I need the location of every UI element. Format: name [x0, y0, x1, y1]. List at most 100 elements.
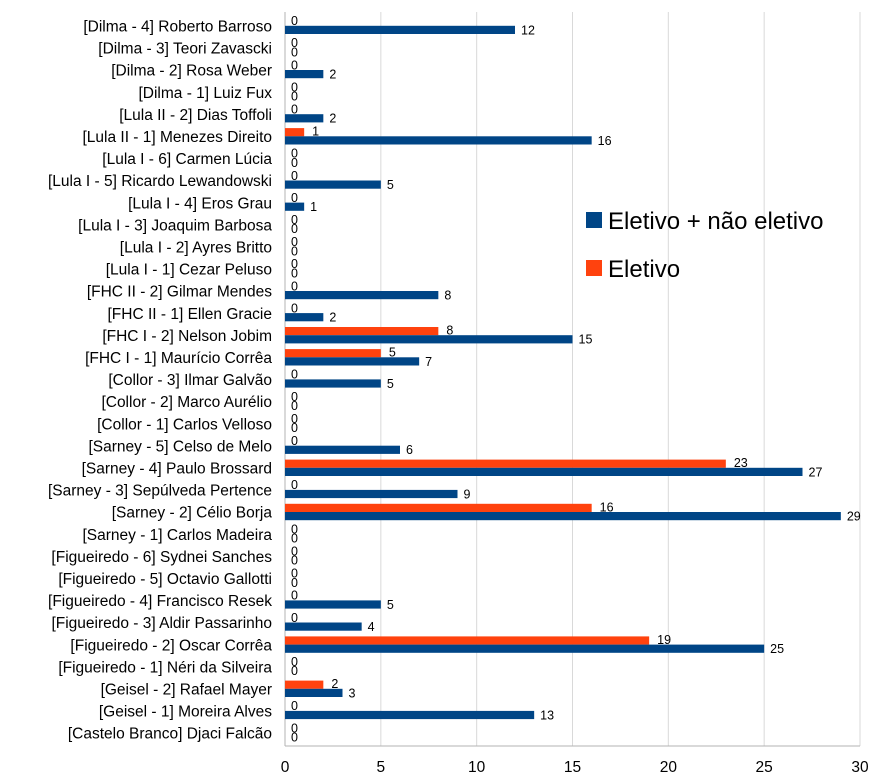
category-label: [Lula I - 3] Joaquim Barbosa — [78, 217, 272, 234]
bar-total — [285, 313, 324, 322]
data-label-total: 0 — [291, 156, 298, 170]
data-label-eletivo: 0 — [291, 589, 298, 603]
data-label-total: 0 — [291, 554, 298, 568]
category-label: [Figueiredo - 4] Francisco Resek — [48, 593, 272, 610]
category-label: [Dilma - 1] Luiz Fux — [138, 85, 272, 102]
legend-label: Eletivo — [608, 256, 680, 283]
bar-eletivo — [285, 636, 650, 645]
x-tick-label: 10 — [468, 759, 486, 775]
bar-total — [285, 202, 305, 211]
bar-total — [285, 512, 841, 521]
x-tick-label: 20 — [660, 759, 678, 775]
data-label-total: 2 — [329, 311, 336, 325]
data-label-eletivo: 0 — [291, 655, 298, 669]
data-label-eletivo: 0 — [291, 301, 298, 315]
data-label-total: 0 — [291, 222, 298, 236]
data-label-total: 0 — [291, 532, 298, 546]
category-label: [Lula II - 1] Menezes Direito — [82, 129, 272, 146]
category-label: [Collor - 2] Marco Aurélio — [101, 394, 272, 411]
category-label: [Sarney - 2] Célio Borja — [112, 505, 273, 522]
category-label: [FHC I - 2] Nelson Jobim — [102, 328, 272, 345]
category-label: [Figueiredo - 6] Sydnei Sanches — [51, 549, 272, 566]
data-label-total: 8 — [444, 289, 451, 303]
data-label-eletivo: 0 — [291, 478, 298, 492]
data-label-eletivo: 0 — [291, 721, 298, 735]
data-label-eletivo: 0 — [291, 58, 298, 72]
data-label-total: 9 — [464, 487, 471, 501]
data-label-eletivo: 16 — [600, 500, 614, 514]
data-label-eletivo: 0 — [291, 368, 298, 382]
data-label-total: 0 — [291, 244, 298, 258]
category-label: [Figueiredo - 3] Aldir Passarinho — [51, 615, 272, 632]
category-label: [Sarney - 3] Sepúlveda Pertence — [48, 483, 272, 500]
category-label: [Dilma - 3] Teori Zavascki — [98, 41, 272, 58]
data-label-eletivo: 0 — [291, 699, 298, 713]
category-label: [Figueiredo - 1] Néri da Silveira — [58, 659, 272, 676]
data-label-total: 5 — [387, 598, 394, 612]
data-labels: 0120002000211600050100000008028155705000… — [291, 14, 861, 744]
bar-eletivo — [285, 680, 324, 689]
data-label-total: 13 — [540, 708, 554, 722]
category-label: [Castelo Branco] Djaci Falcão — [68, 726, 272, 743]
data-label-eletivo: 0 — [291, 279, 298, 293]
category-label: [Collor - 3] Ilmar Galvão — [108, 372, 272, 389]
data-label-eletivo: 0 — [291, 213, 298, 227]
data-label-total: 25 — [770, 642, 784, 656]
legend-label: Eletivo + não eletivo — [608, 208, 823, 235]
category-label: [Lula I - 5] Ricardo Lewandowski — [48, 173, 272, 190]
data-label-total: 2 — [329, 68, 336, 82]
category-label: [Lula II - 2] Dias Toffoli — [119, 107, 272, 124]
data-label-eletivo: 5 — [389, 346, 396, 360]
data-label-total: 5 — [387, 377, 394, 391]
data-label-eletivo: 19 — [657, 633, 671, 647]
data-label-eletivo: 0 — [291, 103, 298, 117]
data-label-total: 2 — [329, 112, 336, 126]
category-label: [Lula I - 4] Eros Grau — [128, 195, 272, 212]
data-label-eletivo: 23 — [734, 456, 748, 470]
category-label: [Dilma - 2] Rosa Weber — [111, 63, 272, 80]
category-label: [Dilma - 4] Roberto Barroso — [83, 19, 272, 36]
category-label: [Sarney - 4] Paulo Brossard — [82, 461, 272, 478]
data-label-total: 5 — [387, 178, 394, 192]
data-label-total: 7 — [425, 355, 432, 369]
data-label-total: 0 — [291, 421, 298, 435]
data-label-eletivo: 8 — [446, 324, 453, 338]
data-label-eletivo: 0 — [291, 412, 298, 426]
data-label-total: 27 — [809, 465, 823, 479]
bar-eletivo — [285, 327, 439, 336]
data-label-eletivo: 2 — [331, 677, 338, 691]
data-label-total: 12 — [521, 23, 535, 37]
data-label-total: 4 — [368, 620, 375, 634]
grid-lines — [284, 12, 861, 747]
bar-total — [285, 688, 343, 697]
category-label: [FHC II - 1] Ellen Gracie — [107, 306, 272, 323]
bar-total — [285, 180, 381, 189]
category-label: [Figueiredo - 2] Oscar Corrêa — [70, 637, 272, 654]
category-label: [Lula I - 2] Ayres Britto — [120, 240, 272, 257]
category-label: [Geisel - 1] Moreira Alves — [99, 704, 272, 721]
data-label-total: 0 — [291, 731, 298, 745]
bar-total — [285, 644, 765, 653]
data-label-eletivo: 0 — [291, 191, 298, 205]
category-label: [Lula I - 1] Cezar Peluso — [106, 262, 272, 279]
x-tick-label: 15 — [564, 759, 581, 775]
data-label-eletivo: 1 — [312, 125, 319, 139]
bar-total — [285, 70, 324, 79]
data-label-eletivo: 0 — [291, 257, 298, 271]
category-label: [Collor - 1] Carlos Velloso — [97, 416, 272, 433]
data-label-eletivo: 0 — [291, 235, 298, 249]
data-label-total: 15 — [579, 333, 593, 347]
data-label-eletivo: 0 — [291, 169, 298, 183]
bar-total — [285, 379, 381, 388]
x-tick-label: 30 — [851, 759, 869, 775]
bar-total — [285, 357, 420, 366]
bar-eletivo — [285, 459, 726, 468]
bar-total — [285, 445, 400, 454]
bar-total — [285, 710, 535, 720]
bar-total — [285, 114, 324, 123]
data-label-total: 1 — [310, 200, 317, 214]
bar-total — [285, 291, 439, 300]
bar-eletivo — [285, 503, 592, 512]
data-label-total: 0 — [291, 45, 298, 59]
